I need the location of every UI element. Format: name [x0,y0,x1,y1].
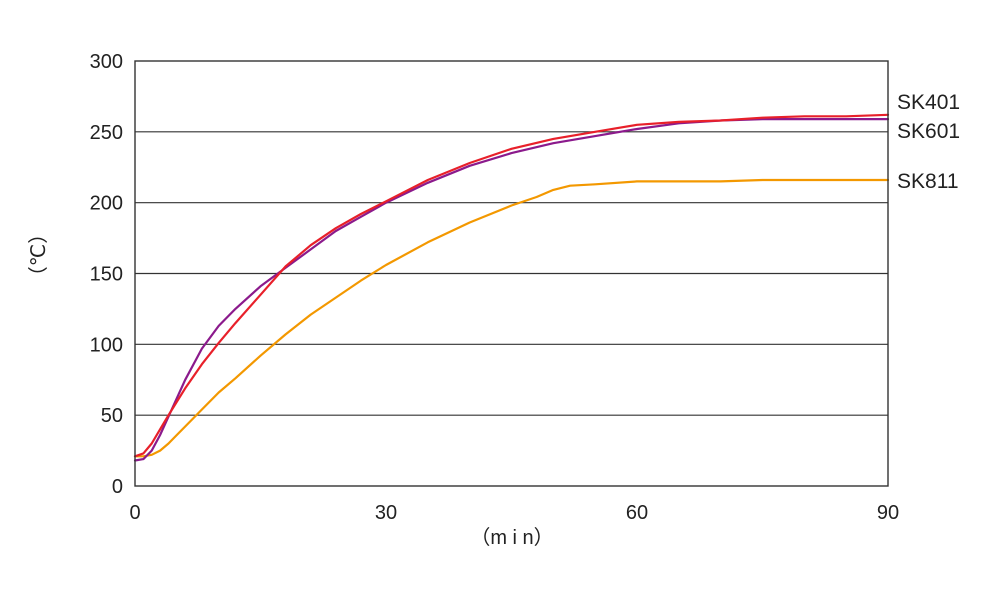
legend-label-sk601: SK601 [897,120,960,143]
x-tick-label: 60 [626,502,648,524]
y-tick-label: 300 [90,51,123,73]
x-tick-label: 90 [877,502,899,524]
x-axis-title: （m i n） [470,526,553,549]
series-line-sk401 [133,113,890,458]
legend-label-sk811: SK811 [897,170,959,193]
y-tick-label: 50 [101,405,123,427]
x-tick-labels: 0 30 60 90 [129,502,899,524]
x-tick-label: 0 [129,502,140,524]
plot-border [134,60,889,487]
y-tick-label: 0 [112,476,123,498]
y-tick-labels: 0 50 100 150 200 250 300 [90,51,123,498]
gridlines [135,131,888,416]
x-tick-label: 30 [375,502,397,524]
y-tick-label: 150 [90,264,123,286]
plot-frame [134,60,889,487]
legend: SK401 SK601 SK811 [897,91,960,193]
series-lines [133,113,890,462]
legend-label-sk401: SK401 [897,91,960,114]
y-tick-label: 200 [90,193,123,215]
y-tick-label: 250 [90,122,123,144]
y-axis-title: （℃） [27,224,50,286]
y-tick-label: 100 [90,334,123,356]
series-line-sk601 [133,117,890,462]
series-line-sk811 [133,178,890,458]
